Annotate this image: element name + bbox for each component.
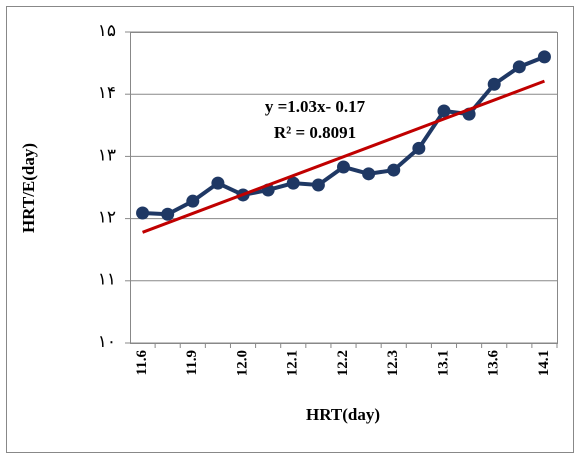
x-tick-label: 12.2	[335, 350, 351, 376]
data-point	[337, 160, 350, 174]
data-point	[437, 104, 451, 118]
data-point	[362, 167, 376, 181]
y-tick-label: ۱۰	[98, 332, 116, 351]
trend-line	[142, 79, 545, 234]
x-axis-title: HRT(day)	[306, 405, 380, 424]
data-point	[487, 77, 501, 91]
data-point	[412, 141, 426, 155]
data-point	[161, 207, 175, 221]
x-tick-label: 11.6	[134, 350, 150, 376]
annotation: R² = 0.8091	[274, 123, 356, 142]
x-tick-label: 14.1	[536, 350, 552, 376]
x-tick-label: 12.1	[285, 350, 301, 376]
data-point	[186, 194, 200, 208]
annotation: y =1.03x- 0.17	[265, 97, 366, 116]
data-point	[311, 178, 325, 192]
data-point	[286, 176, 300, 190]
chart-frame	[6, 6, 574, 453]
data-point	[136, 206, 150, 220]
x-tick-label: 13.1	[435, 350, 451, 376]
x-tick-label: 13.6	[486, 350, 502, 377]
y-tick-label: ۱۳	[98, 145, 116, 164]
data-point	[211, 176, 225, 190]
y-tick-label: ۱۵	[98, 21, 116, 40]
x-tick-label: 12.0	[234, 350, 250, 376]
data-point	[512, 60, 526, 74]
y-tick-label: ۱۱	[98, 270, 116, 289]
data-point	[387, 163, 401, 177]
y-axis-title: HRT/E(day)	[19, 143, 38, 233]
y-tick-label: ۱۴	[98, 83, 116, 102]
x-tick-label: 12.3	[385, 350, 401, 376]
data-point	[537, 50, 551, 64]
y-tick-label: ۱۲	[98, 208, 116, 227]
x-tick-label: 11.9	[184, 350, 200, 375]
